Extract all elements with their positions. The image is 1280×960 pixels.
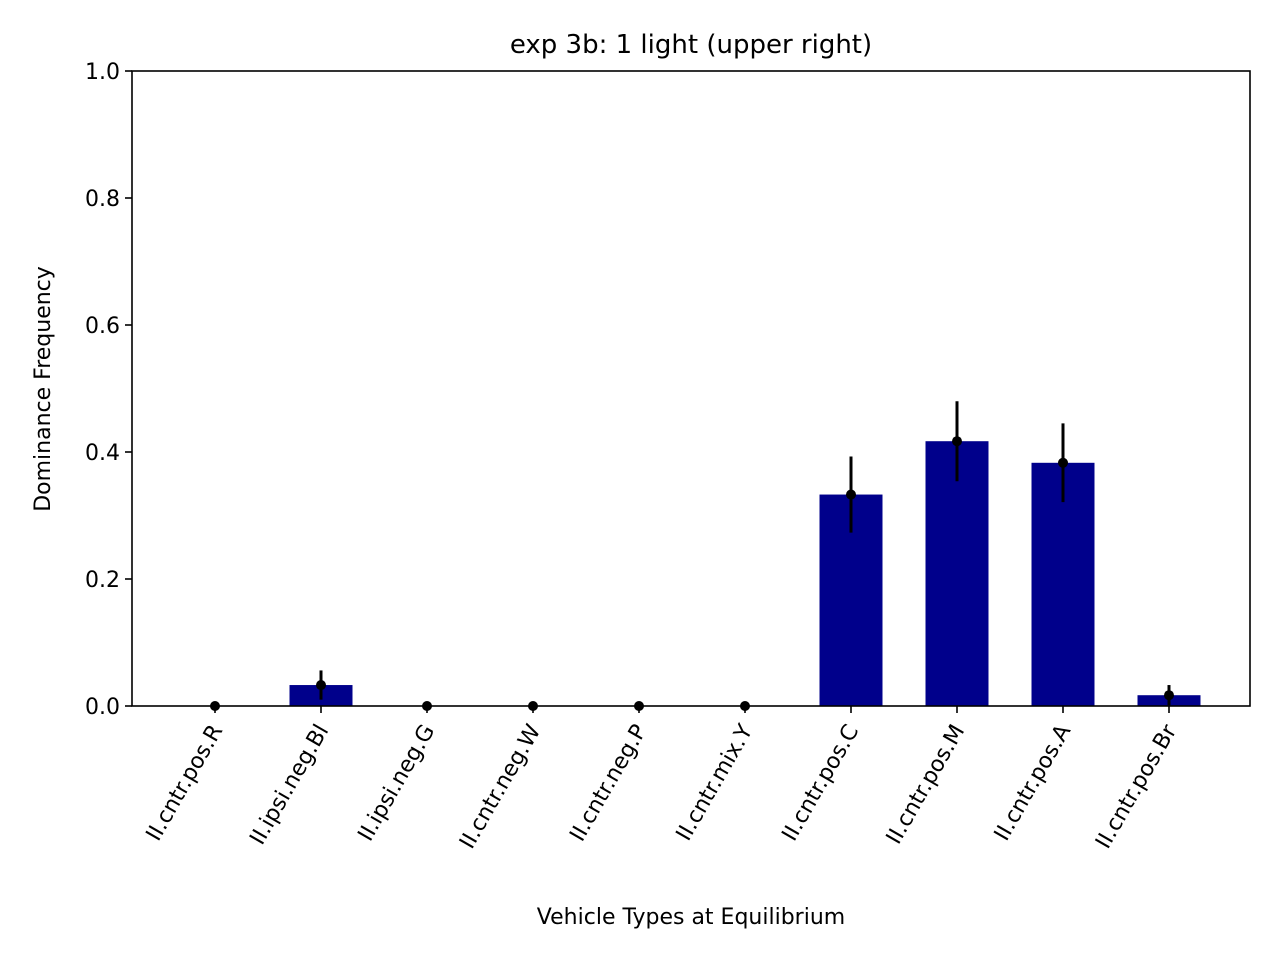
x-tick-label: II.cntr.pos.M [882,721,970,849]
y-tick-label: 0.4 [85,441,120,466]
y-axis: 0.0 0.2 0.4 0.6 0.8 1.0 [85,60,132,720]
plot-area [210,401,1201,711]
y-axis-label: Dominance Frequency [31,266,56,512]
bar-II.cntr.pos.A [1031,462,1095,706]
x-tick-label: II.cntr.pos.C [778,721,865,846]
x-tick-label: II.ipsi.neg.G [353,721,440,846]
x-tick-label: II.cntr.neg.P [565,721,652,846]
x-axis: II.cntr.pos.R II.ipsi.neg.Bl II.ipsi.neg.G… [142,706,1183,853]
x-tick-label: II.cntr.pos.A [990,721,1076,846]
y-tick-label: 0.2 [85,568,120,593]
bar-II.cntr.pos.M [925,441,989,706]
mean-point-II.cntr.pos.A [1058,457,1068,468]
x-tick-label: II.cntr.neg.W [455,720,546,853]
x-tick-label: II.cntr.mix.Y [672,720,759,845]
x-tick-label: II.ipsi.neg.Bl [245,721,334,850]
mean-point-II.cntr.pos.Br [1164,690,1174,701]
y-tick-label: 0.8 [85,187,120,212]
mean-point-II.cntr.pos.C [846,489,856,500]
mean-point-II.cntr.pos.M [952,436,962,447]
x-tick-label: II.cntr.pos.Br [1091,720,1182,853]
x-axis-label: Vehicle Types at Equilibrium [537,905,845,930]
plot-frame [131,70,1251,707]
mean-point-II.ipsi.neg.Bl [316,680,326,691]
y-tick-label: 1.0 [85,60,120,85]
y-tick-label: 0.0 [85,695,120,720]
x-tick-label: II.cntr.pos.R [142,721,229,846]
y-tick-label: 0.6 [85,314,120,339]
chart-title: exp 3b: 1 light (upper right) [510,30,872,60]
